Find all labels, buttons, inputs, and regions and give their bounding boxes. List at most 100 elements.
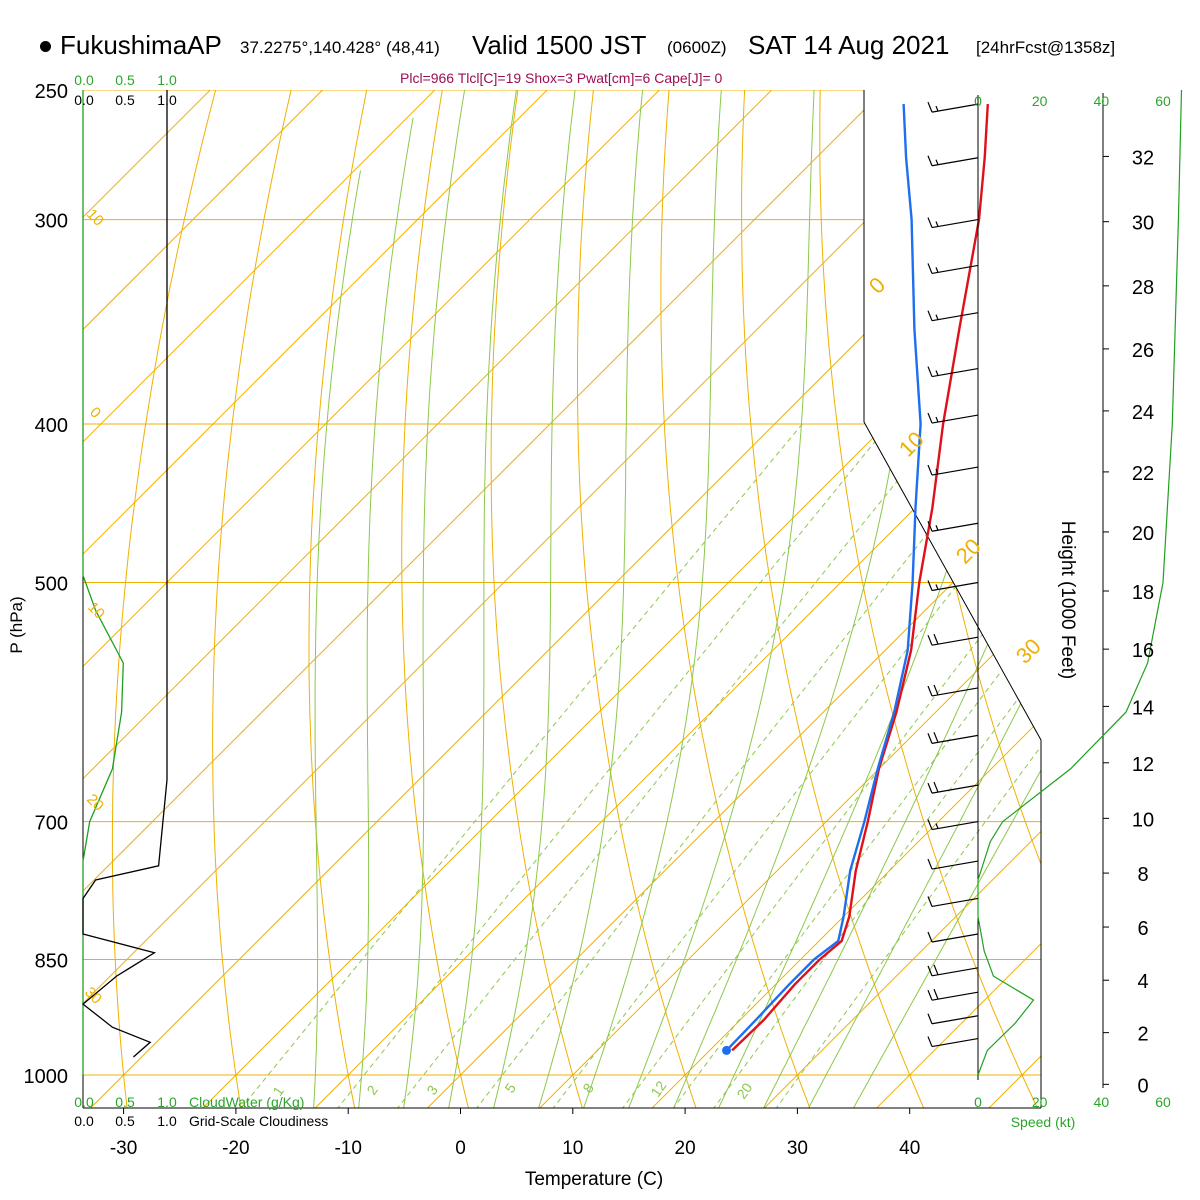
mixing-ratio-label: 8 <box>579 1080 597 1096</box>
cloud-axis-top-green: 0.0 <box>74 72 94 88</box>
theta-label: 10 <box>83 206 107 230</box>
temperature-line <box>731 104 989 1052</box>
wind-barb-staff <box>931 522 979 532</box>
moist-adiabat-line <box>717 90 1041 1108</box>
speed-tick-bottom: 20 <box>1032 1094 1048 1110</box>
wind-barb-staff <box>931 860 979 870</box>
theta-label: 30 <box>81 984 105 1008</box>
theta-label: 10 <box>84 599 108 623</box>
wind-barb-flag <box>927 989 933 1001</box>
cloud-axis-top-black: 1.0 <box>157 92 177 108</box>
wind-barb-flag <box>927 101 933 113</box>
theta-label: 20 <box>83 791 107 815</box>
mixing-ratio-line <box>395 423 944 1108</box>
isotherm-line <box>83 90 352 1108</box>
x-tick-label: 0 <box>455 1138 466 1159</box>
dry-adiabat-line <box>660 90 811 1108</box>
wind-barb-flag <box>933 964 939 976</box>
isotherm-line <box>83 90 1026 1108</box>
moist-adiabat-line <box>358 117 414 1108</box>
dry-adiabat-line <box>1194 61 1200 1110</box>
speed-tick-bottom: 0 <box>974 1094 982 1110</box>
height-tick-label: 4 <box>1137 971 1148 993</box>
height-tick-label: 30 <box>1132 213 1154 235</box>
moist-adiabat-line <box>852 90 1041 1108</box>
wind-barb-flag <box>927 1013 933 1024</box>
wind-barb-flag <box>927 155 933 166</box>
wind-barb-flag <box>927 685 933 697</box>
pressure-tick-label: 1000 <box>24 1066 69 1088</box>
wind-barb-half-flag <box>935 823 939 829</box>
mixing-ratio-line <box>551 423 1041 1108</box>
speed-tick-top: 20 <box>1032 93 1048 109</box>
pressure-tick-label: 300 <box>35 211 68 233</box>
wind-barb <box>927 310 979 322</box>
valid-time: Valid 1500 JST <box>472 30 647 60</box>
valid-date: SAT 14 Aug 2021 <box>748 30 950 60</box>
height-tick-label: 18 <box>1132 582 1154 604</box>
wind-barb-staff <box>931 897 979 908</box>
mixing-ratio-label: 12 <box>647 1078 669 1100</box>
dry-adiabat-line <box>969 90 1041 1108</box>
mixing-ratio-label: 5 <box>501 1080 519 1096</box>
isotherm-line <box>762 90 1041 1108</box>
cloud-axis-bottom-black: 1.0 <box>157 1113 177 1129</box>
wind-barb-staff <box>931 784 979 794</box>
wind-barb-staff <box>931 264 979 275</box>
moist-adiabat-line <box>762 90 1041 1108</box>
wind-barb-flag <box>933 633 939 645</box>
x-tick-label: 10 <box>562 1138 583 1159</box>
height-tick-label: 32 <box>1132 147 1154 169</box>
wind-barb <box>927 263 979 275</box>
wind-barb-staff <box>931 687 979 697</box>
height-tick-label: 26 <box>1132 340 1154 362</box>
wind-barb-staff <box>931 218 979 229</box>
wind-barb-flag <box>927 965 933 977</box>
x-tick-label: -20 <box>222 1138 249 1159</box>
isotherm-line <box>425 90 1041 1108</box>
moist-adiabat-line <box>537 90 645 1108</box>
side-panels <box>81 89 1183 1080</box>
mixing-ratio-label: 3 <box>423 1082 441 1098</box>
height-tick-label: 0 <box>1137 1075 1148 1097</box>
mixing-ratio-line <box>239 423 803 1108</box>
wind-barb-staff <box>931 157 979 167</box>
height-tick-label: 6 <box>1137 918 1148 940</box>
wind-barb <box>927 858 979 870</box>
mixing-ratio-label: 20 <box>733 1080 755 1102</box>
wind-barb-flag <box>927 931 933 943</box>
height-tick-label: 16 <box>1132 640 1154 662</box>
wind-barb <box>927 521 979 532</box>
pressure-tick-label: 500 <box>35 574 68 596</box>
x-tick-label: 30 <box>787 1138 808 1159</box>
wind-barb <box>927 633 979 646</box>
mixing-ratio-line <box>774 423 1041 1108</box>
mixing-ratio-label: 2 <box>363 1082 381 1098</box>
wind-barb-flag <box>927 634 933 646</box>
dry-adiabat-line <box>401 90 470 1108</box>
wind-barb-flag <box>927 310 933 321</box>
height-tick-label: 28 <box>1132 277 1154 299</box>
isotherm-line <box>83 90 689 1108</box>
x-tick-label: -30 <box>110 1138 137 1159</box>
wind-barb-flag <box>927 819 933 830</box>
dry-adiabat-line <box>490 90 584 1108</box>
pressure-tick-label: 850 <box>35 951 68 973</box>
wind-barb <box>927 1036 979 1048</box>
moist-adiabat-line <box>402 90 468 1108</box>
wind-barb-half-flag <box>935 159 939 165</box>
wind-barb-staff <box>931 734 979 744</box>
speed-tick-bottom: 60 <box>1155 1094 1171 1110</box>
wind-barb-flag <box>927 521 933 532</box>
pressure-tick-label: 700 <box>35 813 68 835</box>
theta-label: 0 <box>86 404 104 422</box>
wind-barb-half-flag <box>935 370 939 376</box>
height-tick-label: 8 <box>1137 864 1148 886</box>
wind-barb <box>927 366 979 378</box>
cloud-axis-top-green: 1.0 <box>157 72 177 88</box>
wind-barb-staff <box>931 636 979 646</box>
dewpoint-line <box>725 104 922 1052</box>
wind-barb-staff <box>931 1015 979 1025</box>
isotherm-line <box>83 90 465 1108</box>
wind-barb-half-flag <box>935 221 939 227</box>
